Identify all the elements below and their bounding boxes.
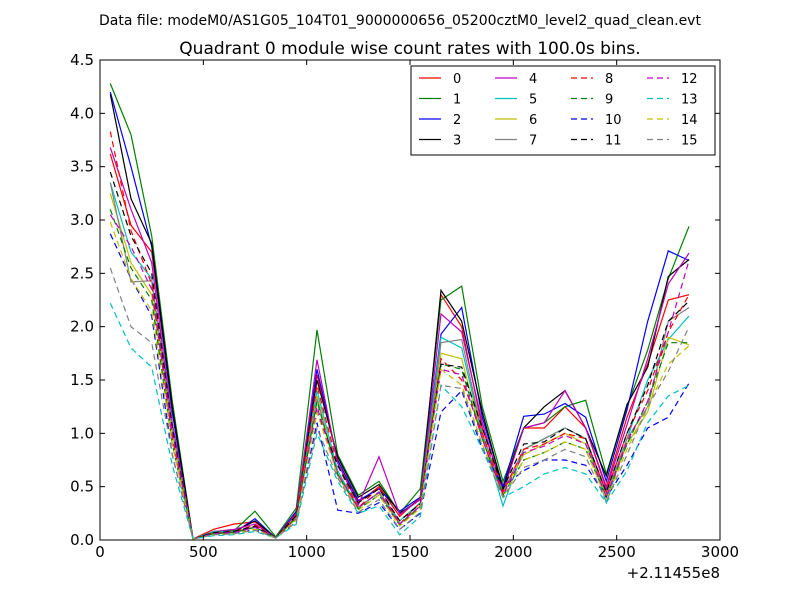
legend-label-5: 5 xyxy=(529,93,537,108)
legend-label-10: 10 xyxy=(605,113,622,128)
x-offset-label: +2.11455e8 xyxy=(627,564,720,582)
axis-ticks: 0 500 1000 1500 2000 2500 3000 0.0 0.5 1.0 1.5 2.0 2… xyxy=(70,51,739,561)
y-tick-label: 4.5 xyxy=(70,51,94,69)
legend-label-15: 15 xyxy=(681,134,698,149)
legend-label-3: 3 xyxy=(453,134,461,149)
chart-title: Quadrant 0 module wise count rates with … xyxy=(179,39,640,59)
series-line-10 xyxy=(109,233,690,540)
legend-label-6: 6 xyxy=(529,113,537,128)
legend-label-1: 1 xyxy=(453,93,461,108)
series-line-15 xyxy=(109,267,690,540)
y-tick-label: 4.0 xyxy=(70,104,94,122)
series-line-2 xyxy=(109,91,690,540)
x-tick-label: 500 xyxy=(189,543,218,561)
chart-suptitle: Data file: modeM0/AS1G05_104T01_90000006… xyxy=(99,13,701,29)
y-tick-label: 0.5 xyxy=(70,478,94,496)
series-line-11 xyxy=(109,171,690,540)
x-tick-label: 1500 xyxy=(391,543,429,561)
series-line-12 xyxy=(109,214,690,540)
legend-label-11: 11 xyxy=(605,134,622,149)
y-tick-label: 2.5 xyxy=(70,264,94,282)
y-tick-label: 3.0 xyxy=(70,211,94,229)
legend-label-14: 14 xyxy=(681,113,698,128)
y-tick-label: 2.0 xyxy=(70,318,94,336)
legend-label-0: 0 xyxy=(453,72,461,87)
legend-label-4: 4 xyxy=(529,72,537,87)
legend-label-2: 2 xyxy=(453,113,461,128)
legend-label-8: 8 xyxy=(605,72,613,87)
y-tick-label: 1.5 xyxy=(70,371,94,389)
x-tick-label: 3000 xyxy=(701,543,739,561)
x-tick-label: 0 xyxy=(95,543,105,561)
y-tick-label: 1.0 xyxy=(70,424,94,442)
y-tick-label: 3.5 xyxy=(70,158,94,176)
legend-label-12: 12 xyxy=(681,72,698,87)
legend-box xyxy=(410,65,716,156)
plot-series xyxy=(109,83,690,540)
x-tick-label: 2000 xyxy=(494,543,532,561)
legend-label-9: 9 xyxy=(605,93,613,108)
series-line-6 xyxy=(109,193,690,540)
legend-label-7: 7 xyxy=(529,134,537,149)
x-tick-label: 2500 xyxy=(598,543,636,561)
y-tick-label: 0.0 xyxy=(70,531,94,549)
series-line-3 xyxy=(109,93,690,540)
legend-label-13: 13 xyxy=(681,93,698,108)
x-tick-label: 1000 xyxy=(288,543,326,561)
series-line-13 xyxy=(109,302,690,540)
